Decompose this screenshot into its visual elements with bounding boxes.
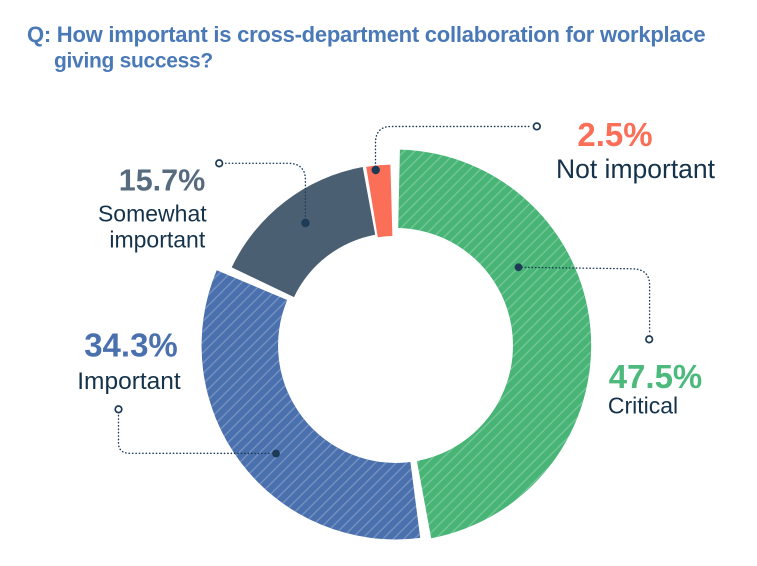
svg-text:giving success?: giving success? [54, 49, 213, 72]
svg-text:Somewhat: Somewhat [98, 200, 207, 226]
svg-text:47.5%: 47.5% [609, 358, 703, 395]
svg-text:Not important: Not important [556, 154, 716, 184]
svg-text:15.7%: 15.7% [119, 164, 205, 198]
svg-text:important: important [109, 227, 205, 253]
svg-text:2.5%: 2.5% [577, 116, 652, 153]
svg-text:Q: How important is cross-depa: Q: How important is cross-department col… [27, 22, 705, 47]
svg-text:34.3%: 34.3% [84, 327, 178, 364]
svg-text:Critical: Critical [608, 393, 678, 419]
svg-text:Important: Important [77, 368, 181, 395]
